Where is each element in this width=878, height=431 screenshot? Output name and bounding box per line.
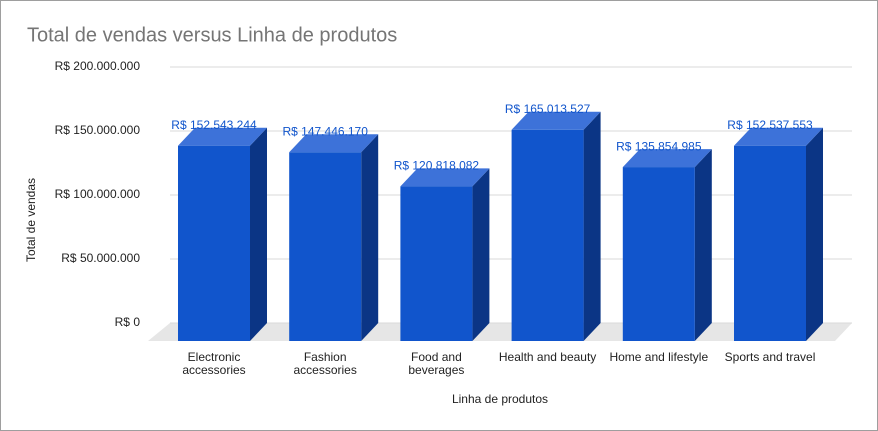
bar-side	[806, 127, 823, 342]
x-tick-label: Electronic accessories	[182, 350, 246, 377]
bar	[511, 111, 601, 341]
value-label: R$ 120.818.082	[394, 159, 480, 173]
bar-top	[511, 111, 601, 130]
chart-title: Total de vendas versus Linha de produtos	[27, 24, 397, 46]
bar	[178, 127, 267, 341]
bar-front	[511, 129, 584, 341]
bar	[289, 134, 379, 341]
x-tick-label: Fashion accessories	[293, 350, 357, 377]
bar-front	[289, 152, 362, 341]
value-label: R$ 165.013.527	[505, 102, 591, 116]
bar-front	[178, 145, 250, 341]
value-label: R$ 147.446.170	[282, 124, 368, 138]
x-tick-label: Home and lifestyle	[609, 350, 709, 364]
bar-side	[250, 127, 267, 341]
bar-front	[734, 145, 806, 341]
bar-side	[694, 149, 712, 341]
y-tick-label: R$ 150.000.000	[55, 123, 141, 137]
y-tick-label: R$ 200.000.000	[55, 59, 141, 73]
bar-side	[361, 134, 379, 341]
bar-top	[289, 134, 379, 153]
bar-front	[400, 186, 473, 341]
bar	[400, 168, 490, 341]
y-tick-label: R$ 50.000.000	[61, 251, 140, 265]
bar	[734, 127, 823, 342]
x-tick-label: Sports and travel	[724, 350, 816, 364]
value-label: R$ 135.854.985	[616, 139, 702, 153]
bar-side	[472, 168, 490, 341]
value-label: R$ 152.537.553	[727, 118, 813, 132]
bar-top	[400, 168, 490, 187]
bar-top	[178, 127, 267, 146]
y-axis-title: Total de vendas	[24, 178, 38, 262]
x-tick-label: Health and beauty	[498, 350, 597, 364]
bar-front	[622, 167, 695, 341]
bar-top	[734, 127, 823, 146]
y-tick-label: R$ 100.000.000	[55, 187, 141, 201]
bar-side	[583, 111, 601, 341]
bar-top	[622, 149, 712, 168]
x-tick-label: Food and beverages	[408, 350, 465, 377]
value-label: R$ 152.543.244	[171, 118, 257, 132]
y-tick-label: R$ 0	[115, 315, 141, 329]
x-axis-title: Linha de produtos	[452, 392, 548, 406]
bar	[622, 149, 712, 341]
